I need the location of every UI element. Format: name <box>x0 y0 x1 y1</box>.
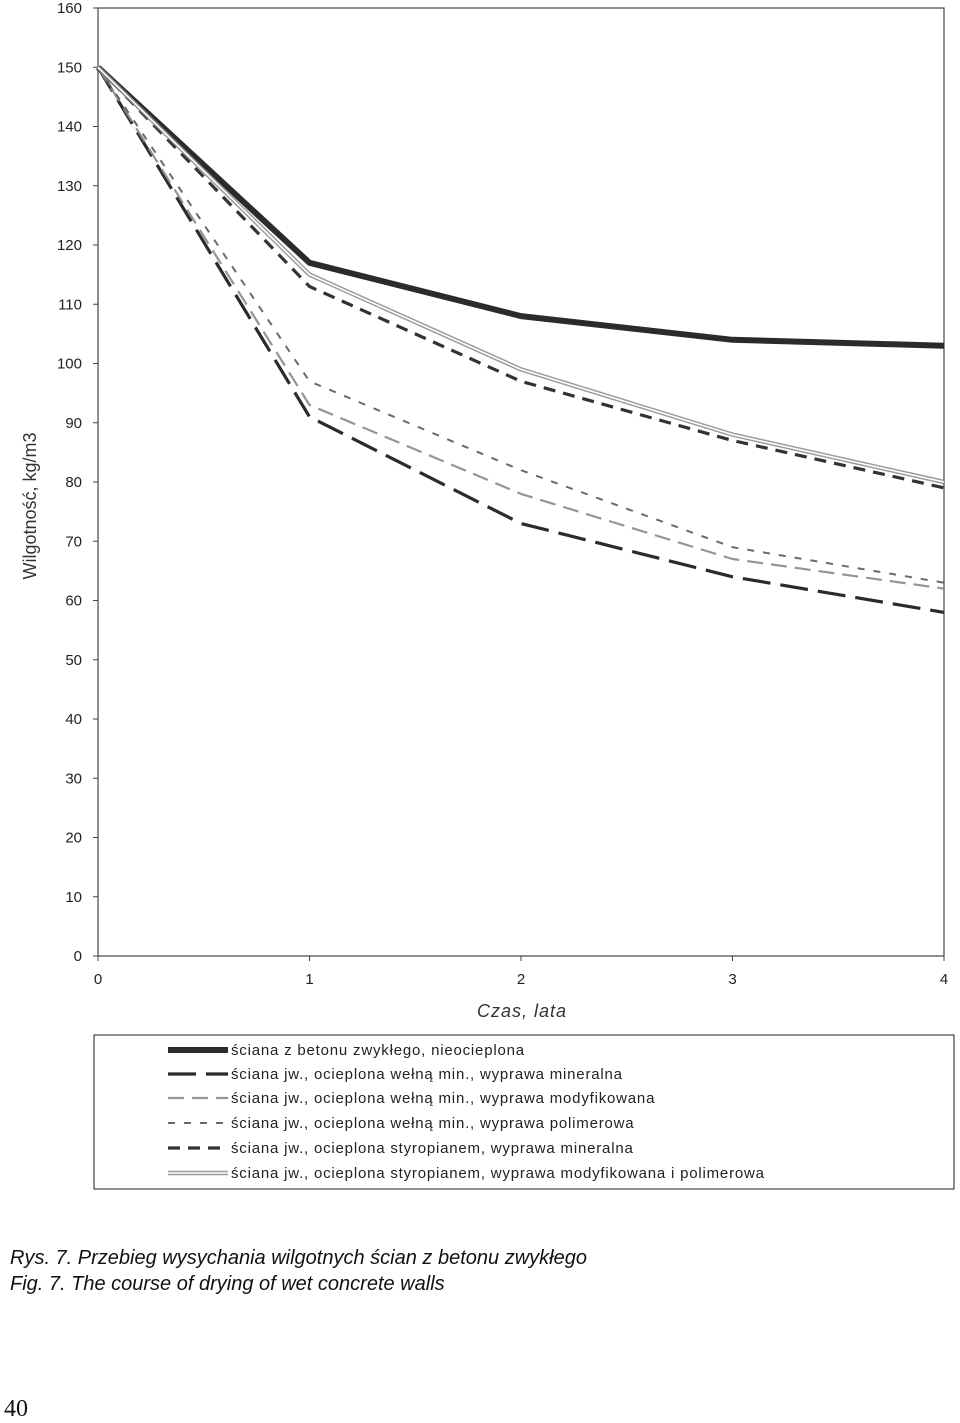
legend-box <box>93 1034 955 1190</box>
y-tick-label: 90 <box>65 415 82 432</box>
x-tick-label: 3 <box>728 971 736 988</box>
y-axis: 0 10 20 30 40 50 60 70 80 90 100 110 120 130 140 150 160 <box>57 0 98 965</box>
figure-caption-polish: Rys. 7. Przebieg wysychania wilgotnych ś… <box>10 1247 587 1269</box>
y-tick-label: 50 <box>65 652 82 669</box>
y-tick-label: 150 <box>57 59 82 76</box>
y-tick-label: 60 <box>65 593 82 610</box>
x-axis-title: Czas, lata <box>477 1001 567 1021</box>
plot-area <box>97 7 945 957</box>
x-tick-label: 1 <box>305 971 313 988</box>
legend-label-1: ściana z betonu zwykłego, nieocieplona <box>231 1042 525 1059</box>
series-line-2 <box>96 66 945 614</box>
drying-chart: 0102030405060708090100110120130140150160… <box>20 0 955 1190</box>
series-line-4 <box>97 66 945 584</box>
y-tick-label: 10 <box>65 889 82 906</box>
legend-label-5: ściana jw., ocieplona styropianem, wypra… <box>231 1140 634 1157</box>
y-tick-label: 30 <box>65 770 82 787</box>
y-tick-label: 20 <box>65 830 82 847</box>
series-line-6 <box>97 66 945 483</box>
legend-label-3: ściana jw., ocieplona wełną min., wypraw… <box>231 1090 655 1107</box>
page-number: 40 <box>4 1396 28 1422</box>
legend-label-2: ściana jw., ocieplona wełną min., wypraw… <box>231 1066 623 1083</box>
legend-label-6: ściana jw., ocieplona styropianem, wypra… <box>231 1165 765 1182</box>
legend: ściana z betonu zwykłego, nieocieplona śc… <box>168 1042 765 1182</box>
x-tick-label: 0 <box>94 971 102 988</box>
x-tick-label: 2 <box>517 971 525 988</box>
y-tick-label: 120 <box>57 237 82 254</box>
y-tick-label: 140 <box>57 119 82 136</box>
y-axis-title: Wilgotność, kg/m3 <box>20 432 40 579</box>
y-tick-label: 110 <box>58 296 82 313</box>
y-tick-label: 40 <box>65 711 82 728</box>
y-tick-label: 160 <box>57 0 82 17</box>
figure-caption-english: Fig. 7. The course of drying of wet conc… <box>10 1273 445 1295</box>
legend-label-4: ściana jw., ocieplona wełną min., wypraw… <box>231 1115 634 1132</box>
y-tick-label: 130 <box>57 178 82 195</box>
y-tick-label: 0 <box>74 948 82 965</box>
x-axis: 0 1 2 3 4 <box>94 956 948 988</box>
x-tick-label: 4 <box>940 971 948 988</box>
series-line-3 <box>97 66 945 590</box>
series-layer <box>95 65 945 614</box>
series-line-5 <box>96 66 945 490</box>
series-line-1 <box>95 65 945 349</box>
y-tick-label: 80 <box>65 474 82 491</box>
y-tick-label: 100 <box>57 356 82 373</box>
y-tick-label: 70 <box>65 533 82 550</box>
